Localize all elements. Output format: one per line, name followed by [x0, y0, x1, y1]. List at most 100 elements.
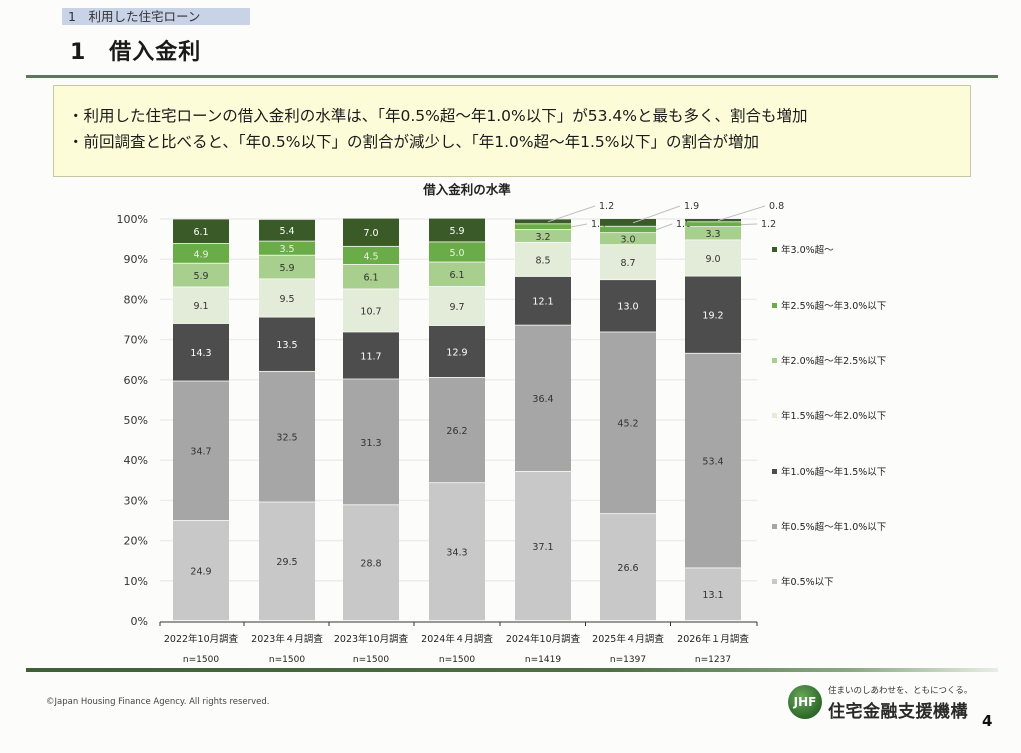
data-label: 8.5 — [535, 255, 550, 266]
data-label: 29.5 — [276, 557, 297, 568]
data-label: 36.4 — [532, 394, 553, 405]
bar-segment — [343, 289, 399, 332]
sample-size-label: n=1237 — [695, 655, 731, 665]
bar-segment — [259, 279, 315, 317]
data-label: 1.2 — [761, 219, 776, 230]
bar-segment — [259, 502, 315, 621]
bar-segment — [429, 262, 485, 287]
bar-segment — [600, 514, 656, 621]
house-logo-icon: JHF — [788, 685, 822, 719]
page-title: 1 借入金利 — [70, 40, 202, 65]
bar-segment — [685, 240, 741, 276]
organization-logo: JHF 住まいのしあわせを、ともにつくる。 住宅金融支援機構 — [788, 683, 988, 723]
data-label: 3.3 — [705, 229, 720, 240]
sample-size-label: n=1500 — [183, 655, 219, 665]
bar-segment — [429, 377, 485, 483]
legend-label: 年1.5%超～年2.0%以下 — [781, 410, 886, 422]
footer-divider — [26, 668, 998, 672]
page-number: 4 — [982, 712, 993, 730]
logo-name: 住宅金融支援機構 — [828, 702, 968, 722]
data-label: 9.1 — [193, 301, 208, 312]
data-label: 3.5 — [279, 244, 294, 255]
sample-size-label: n=1500 — [269, 655, 305, 665]
bar-segment — [600, 233, 656, 245]
sample-size-label: n=1397 — [610, 655, 646, 665]
callout-line — [570, 223, 588, 228]
y-tick-label: 0% — [131, 615, 148, 628]
data-label: 5.9 — [279, 263, 294, 274]
bar-segment — [173, 219, 229, 244]
x-tick-label: 2026年１月調査 — [677, 633, 749, 645]
data-label: 5.0 — [449, 248, 464, 259]
y-tick-label: 60% — [124, 374, 148, 387]
y-tick-label: 100% — [117, 213, 148, 226]
legend-item: 年3.0%超～ — [772, 244, 834, 256]
bar-segment — [343, 505, 399, 621]
sample-size-label: n=1500 — [439, 655, 475, 665]
bar-segment — [343, 332, 399, 379]
callout-line — [632, 205, 681, 224]
bar-segment — [600, 332, 656, 514]
bar-segment — [515, 229, 571, 242]
data-label: 19.2 — [702, 311, 723, 322]
y-tick-label: 20% — [124, 535, 148, 548]
bar-segment — [343, 218, 399, 246]
data-label: 13.5 — [276, 340, 297, 351]
bar-segment — [515, 242, 571, 277]
data-label: 53.4 — [702, 457, 723, 468]
data-label: 1.9 — [684, 201, 699, 212]
data-label: 24.9 — [190, 566, 211, 577]
summary-box: ・利用した住宅ローンの借入金利の水準は、「年0.5%超～年1.0%以下」が53.… — [53, 85, 971, 177]
sample-size-label: n=1500 — [353, 655, 389, 665]
x-tick-label: 2023年４月調査 — [251, 633, 323, 645]
bar-segment — [685, 227, 741, 240]
y-tick-label: 30% — [124, 494, 148, 507]
data-label: 26.6 — [617, 563, 638, 574]
legend-swatch — [772, 247, 777, 252]
y-axis-ticks: 0% 10% 20% 30% 40% 50% 60% 70% 80% 90% 100% — [117, 213, 148, 628]
callout-line — [717, 205, 766, 222]
bar-segment — [173, 323, 229, 381]
bar-segment — [685, 353, 741, 568]
data-label: 28.8 — [360, 559, 381, 570]
y-tick-label: 40% — [124, 454, 148, 467]
bar-segment — [600, 245, 656, 280]
bar-stack: 29.5 32.5 13.5 9.5 5.9 3.5 5.4 — [259, 219, 315, 621]
data-label: 45.2 — [617, 419, 638, 430]
legend-label: 年2.0%超～年2.5%以下 — [781, 355, 886, 367]
bar-segment — [343, 379, 399, 505]
bar-segment — [685, 219, 741, 222]
data-label: 11.7 — [360, 351, 381, 362]
bar-segment — [259, 317, 315, 371]
chart-title: 借入金利の水準 — [422, 182, 511, 197]
data-label: 9.0 — [705, 254, 720, 265]
bar-stack: 13.1 53.4 19.2 9.0 3.3 0.8 1.2 — [685, 201, 784, 621]
x-tick-label: 2023年10月調査 — [334, 633, 409, 645]
bar-stack: 24.9 34.7 14.3 9.1 5.9 4.9 6.1 — [173, 219, 229, 621]
bar-segment — [600, 219, 656, 226]
data-label: 13.0 — [617, 302, 638, 313]
data-label: 1.4 — [591, 219, 606, 230]
legend-label: 年3.0%超～ — [781, 244, 834, 256]
bar-stack: 34.3 26.2 12.9 9.7 6.1 5.0 5.9 — [429, 218, 485, 621]
bar-segment — [515, 325, 571, 472]
data-label: 13.1 — [702, 590, 723, 601]
y-tick-label: 80% — [124, 293, 148, 306]
data-label: 37.1 — [532, 542, 553, 553]
section-tag: 1 利用した住宅ローン — [62, 8, 250, 25]
x-tick-label: 2025年４月調査 — [592, 633, 664, 645]
data-label: 12.9 — [446, 347, 467, 358]
legend-item: 年0.5%以下 — [772, 576, 834, 588]
legend-item: 年1.5%超～年2.0%以下 — [772, 410, 886, 422]
data-label: 7.0 — [363, 228, 378, 239]
data-label: 5.9 — [193, 271, 208, 282]
copyright-text: ©Japan Housing Finance Agency. All right… — [46, 697, 270, 707]
data-label: 32.5 — [276, 433, 297, 444]
callout-line — [547, 205, 596, 223]
bar-segment — [259, 219, 315, 241]
legend-swatch — [772, 413, 777, 418]
logo-tagline: 住まいのしあわせを、ともにつくる。 — [828, 686, 973, 696]
bar-segment — [429, 483, 485, 621]
data-label: 6.1 — [363, 273, 378, 284]
